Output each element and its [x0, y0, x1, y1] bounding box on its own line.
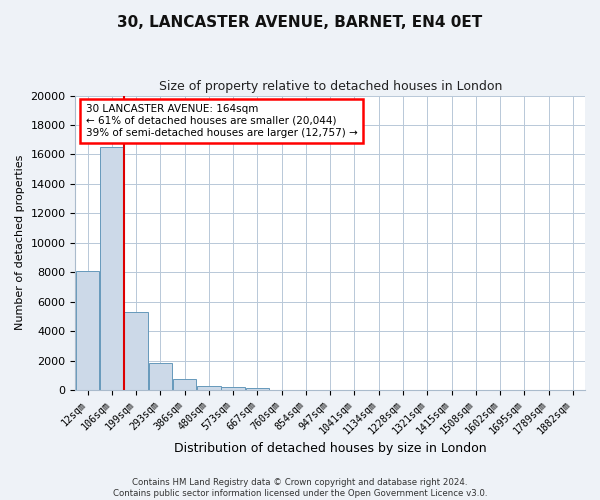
Bar: [221, 387, 245, 390]
Text: 30, LANCASTER AVENUE, BARNET, EN4 0ET: 30, LANCASTER AVENUE, BARNET, EN4 0ET: [118, 15, 482, 30]
Y-axis label: Number of detached properties: Number of detached properties: [15, 155, 25, 330]
Bar: [245, 388, 269, 390]
Title: Size of property relative to detached houses in London: Size of property relative to detached ho…: [158, 80, 502, 93]
Text: Contains HM Land Registry data © Crown copyright and database right 2024.
Contai: Contains HM Land Registry data © Crown c…: [113, 478, 487, 498]
Bar: [100, 147, 124, 390]
Text: 30 LANCASTER AVENUE: 164sqm
← 61% of detached houses are smaller (20,044)
39% of: 30 LANCASTER AVENUE: 164sqm ← 61% of det…: [86, 104, 358, 138]
Bar: [124, 312, 148, 390]
X-axis label: Distribution of detached houses by size in London: Distribution of detached houses by size …: [174, 442, 487, 455]
Bar: [173, 379, 196, 390]
Bar: [149, 364, 172, 390]
Bar: [76, 270, 100, 390]
Bar: [197, 386, 221, 390]
